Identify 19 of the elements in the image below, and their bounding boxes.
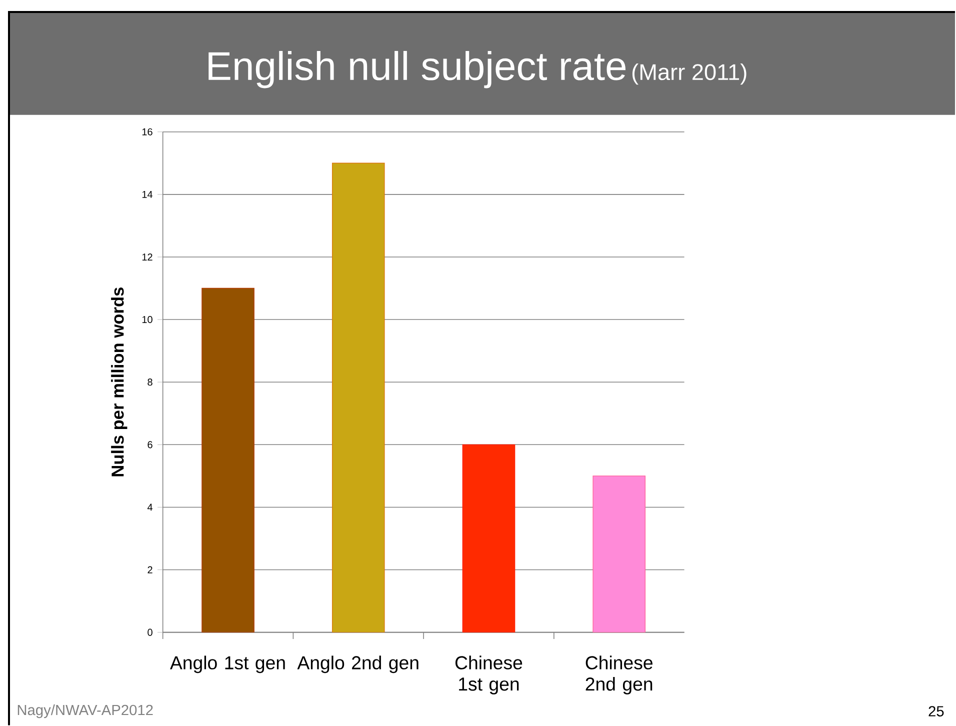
text: Nagy/NWAV-AP2012 xyxy=(18,704,153,718)
bar xyxy=(592,475,646,632)
y-tick-label: 2 xyxy=(148,566,152,574)
x-tick-label: Anglo 1st gen xyxy=(170,656,285,673)
y-tick-label: 16 xyxy=(142,128,152,136)
y-tick-label: 0 xyxy=(148,628,152,636)
x-tick-label: Anglo 2nd gen xyxy=(297,656,418,673)
x-tick-label: Chinese 1st gen xyxy=(455,656,522,694)
y-tick-label: 12 xyxy=(142,253,152,260)
y-tick-label: 8 xyxy=(148,378,152,386)
chart-subtitle: (Marr 2011) xyxy=(632,63,746,84)
x-tick-label: Chinese 2nd gen xyxy=(586,656,652,694)
y-tick-label: 6 xyxy=(148,441,152,448)
text: 25 xyxy=(928,706,944,716)
y-axis-title: Nulls per million words xyxy=(111,287,128,476)
y-tick-label: 14 xyxy=(142,190,153,198)
chart-title: English null subject rate xyxy=(208,50,626,88)
y-tick-label: 4 xyxy=(147,504,153,511)
y-tick-label: 10 xyxy=(142,316,152,323)
